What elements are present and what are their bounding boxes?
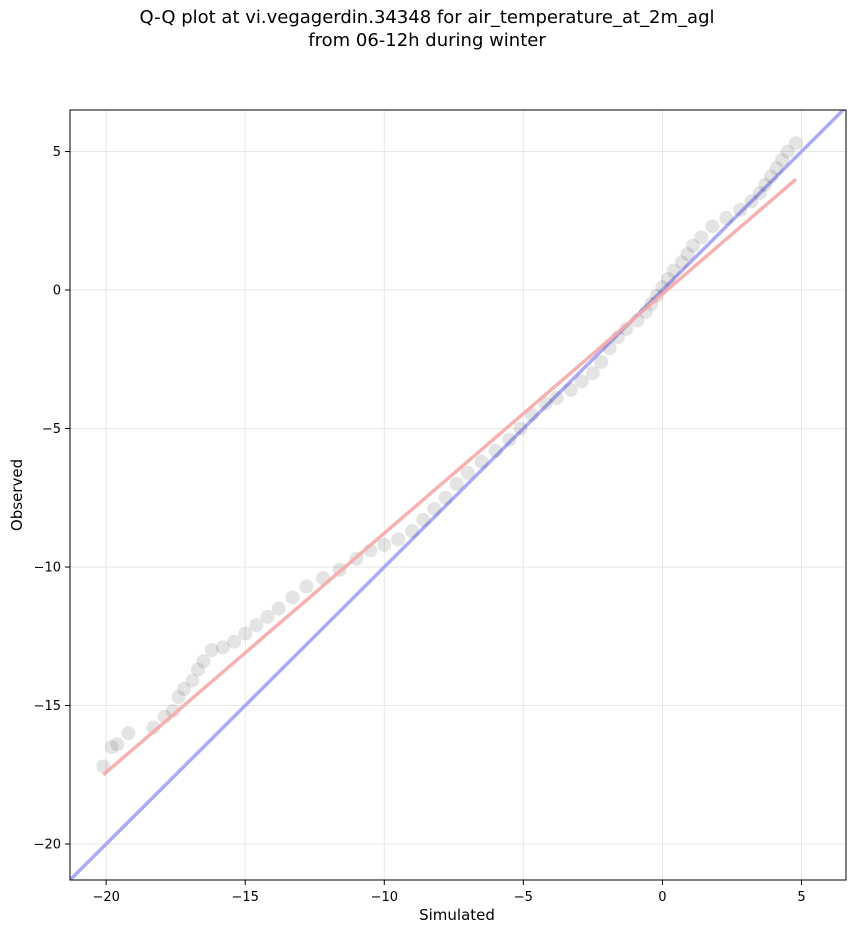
qq-point <box>460 465 475 480</box>
y-tick-label: −20 <box>34 837 61 852</box>
x-tick-label: 5 <box>797 890 805 905</box>
x-tick-label: −5 <box>514 890 533 905</box>
qq-point <box>674 255 689 270</box>
qq-point <box>121 726 136 741</box>
qq-point <box>474 454 489 469</box>
qq-point <box>649 288 664 303</box>
x-tick-label: −15 <box>232 890 259 905</box>
qq-point <box>177 681 192 696</box>
qq-point <box>196 654 211 669</box>
qq-point <box>110 737 125 752</box>
qq-point <box>719 211 734 226</box>
plot-frame <box>69 109 847 881</box>
qq-point <box>146 720 161 735</box>
qq-point <box>638 305 653 320</box>
qq-point <box>769 161 784 176</box>
grid <box>70 110 846 880</box>
y-tick-label: −15 <box>34 699 61 714</box>
qq-point <box>488 443 503 458</box>
qq-point <box>190 662 205 677</box>
y-tick-label: −5 <box>42 422 61 437</box>
qq-point <box>104 740 119 755</box>
x-axis-label: Simulated <box>419 906 495 924</box>
qq-point <box>513 421 528 436</box>
qq-point <box>680 247 695 262</box>
qq-point <box>427 501 442 516</box>
qq-point <box>171 690 186 705</box>
qq-point <box>594 355 609 370</box>
chart-subtitle: from 06-12h during winter <box>308 30 546 51</box>
qq-point <box>185 673 200 688</box>
y-axis-label: Observed <box>8 459 26 531</box>
qq-point <box>705 219 720 234</box>
fit-line <box>102 177 798 777</box>
qq-point <box>666 263 681 278</box>
qq-point <box>260 609 275 624</box>
qq-point <box>238 626 253 641</box>
qq-point <box>249 618 264 633</box>
x-tick-label: 0 <box>658 890 666 905</box>
qq-point <box>585 366 600 381</box>
plot-area <box>70 110 846 880</box>
y-tick-label: 0 <box>53 284 61 299</box>
qq-point <box>752 186 767 201</box>
qq-point <box>502 432 517 447</box>
identity-line <box>70 110 846 880</box>
qq-point <box>391 532 406 547</box>
qq-point <box>227 634 242 649</box>
qq-point <box>758 177 773 192</box>
qq-point <box>271 601 286 616</box>
x-tick-label: −10 <box>371 890 398 905</box>
qq-point <box>549 391 564 406</box>
qq-point <box>299 579 314 594</box>
qq-point <box>744 194 759 209</box>
qq-point <box>763 169 778 184</box>
qq-point <box>780 144 795 159</box>
qq-point <box>574 374 589 389</box>
qq-point <box>438 490 453 505</box>
qq-point <box>686 238 701 253</box>
qq-point <box>405 524 420 539</box>
qq-point <box>538 396 553 411</box>
qq-point <box>449 476 464 491</box>
qq-point <box>660 271 675 286</box>
qq-point <box>377 537 392 552</box>
qq-point <box>165 704 180 719</box>
qq-point <box>416 512 431 527</box>
qq-point <box>285 590 300 605</box>
qq-point <box>775 152 790 167</box>
y-tick-label: 5 <box>53 145 61 160</box>
x-tick-label: −20 <box>92 890 119 905</box>
qq-point <box>788 136 803 151</box>
qq-point <box>733 202 748 217</box>
axes-ticks: −20 −15 −10 −5 0 5 −20 −15 −10 −5 0 5 <box>34 145 806 905</box>
chart-title: Q-Q plot at vi.vegagerdin.34348 for air_… <box>139 7 715 28</box>
qq-point <box>694 230 709 245</box>
y-tick-label: −10 <box>34 561 61 576</box>
qq-point <box>619 321 634 336</box>
qq-point <box>204 643 219 658</box>
qq-point <box>563 382 578 397</box>
qq-point <box>215 640 230 655</box>
